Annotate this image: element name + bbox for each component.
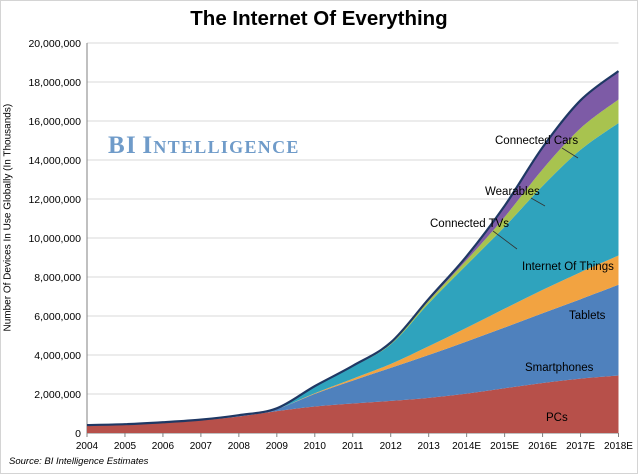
svg-text:PCs: PCs: [546, 412, 568, 424]
svg-text:16,000,000: 16,000,000: [28, 116, 81, 128]
svg-text:2018E: 2018E: [604, 441, 633, 452]
svg-text:0: 0: [75, 428, 81, 440]
svg-text:10,000,000: 10,000,000: [28, 233, 81, 245]
svg-text:2,000,000: 2,000,000: [34, 389, 81, 401]
svg-text:2011: 2011: [342, 441, 364, 452]
svg-text:Internet Of Things: Internet Of Things: [522, 261, 614, 273]
svg-text:2008: 2008: [228, 441, 251, 452]
svg-text:20,000,000: 20,000,000: [28, 38, 81, 50]
svg-text:2005: 2005: [114, 441, 137, 452]
svg-text:Connected TVs: Connected TVs: [430, 218, 509, 230]
svg-text:2014E: 2014E: [452, 441, 481, 452]
svg-text:2016E: 2016E: [528, 441, 557, 452]
svg-text:Connected Cars: Connected Cars: [495, 135, 578, 147]
svg-text:2010: 2010: [304, 441, 327, 452]
svg-text:2004: 2004: [76, 441, 99, 452]
svg-text:Smartphones: Smartphones: [525, 362, 594, 374]
svg-text:Tablets: Tablets: [569, 310, 606, 322]
svg-text:2012: 2012: [380, 441, 403, 452]
svg-text:2006: 2006: [152, 441, 175, 452]
svg-text:2013: 2013: [418, 441, 441, 452]
svg-text:Wearables: Wearables: [485, 186, 540, 198]
svg-text:12,000,000: 12,000,000: [28, 194, 81, 206]
svg-text:6,000,000: 6,000,000: [34, 311, 81, 323]
svg-text:2017E: 2017E: [566, 441, 595, 452]
svg-text:18,000,000: 18,000,000: [28, 77, 81, 89]
svg-text:2009: 2009: [266, 441, 289, 452]
svg-text:14,000,000: 14,000,000: [28, 155, 81, 167]
svg-text:4,000,000: 4,000,000: [34, 350, 81, 362]
svg-text:8,000,000: 8,000,000: [34, 272, 81, 284]
svg-text:2007: 2007: [190, 441, 213, 452]
svg-text:2015E: 2015E: [490, 441, 519, 452]
